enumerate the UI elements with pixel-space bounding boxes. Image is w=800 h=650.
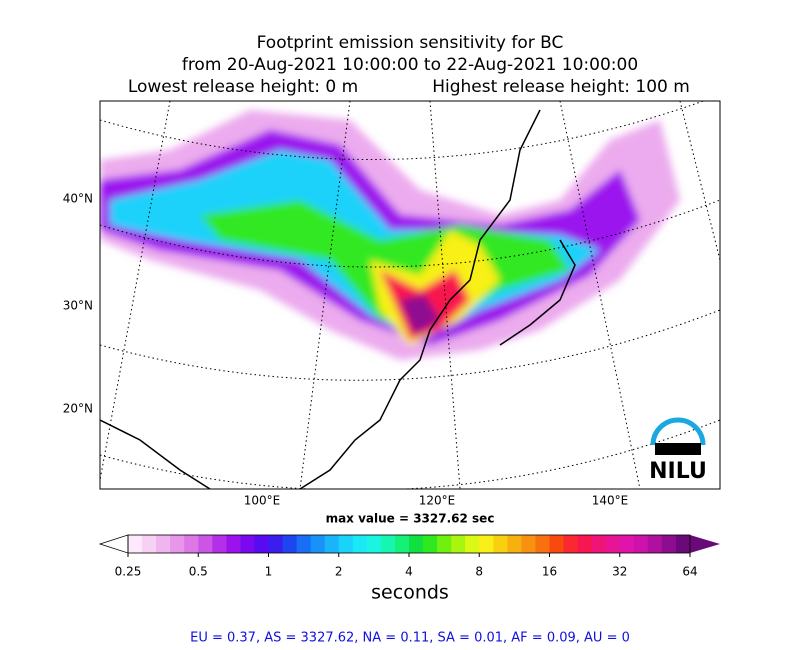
colorbar-segment — [352, 535, 368, 553]
title-line: from 20-Aug-2021 10:00:00 to 22-Aug-2021… — [182, 55, 638, 75]
colorbar-segment — [324, 535, 340, 553]
colorbar-segment — [661, 535, 677, 553]
lon-label: 140°E — [592, 494, 629, 508]
map: NILU — [100, 101, 720, 489]
colorbar-segment — [282, 535, 298, 553]
max-value: max value = 3327.62 sec — [326, 512, 495, 526]
colorbar-segment — [591, 535, 607, 553]
colorbar-tick-label: 8 — [475, 565, 483, 579]
colorbar-segment — [212, 535, 227, 553]
colorbar-segment — [423, 535, 438, 553]
colorbar-segment — [577, 535, 593, 553]
colorbar-tick-label: 16 — [542, 565, 557, 579]
colorbar-extend-high — [690, 535, 720, 553]
colorbar-segment — [619, 535, 635, 553]
map-frame — [99, 100, 721, 490]
colorbar-segment — [268, 535, 284, 553]
colorbar-segment — [675, 535, 691, 553]
colorbar: 0.25 0.5 1 2 4 8 16 32 64 — [98, 534, 720, 579]
colorbar-segment — [380, 535, 396, 553]
colorbar-tick-label: 2 — [335, 565, 343, 579]
colorbar-segment — [156, 535, 171, 553]
colorbar-tick-label: 64 — [682, 565, 697, 579]
coastline — [100, 109, 576, 489]
colorbar-label: seconds — [371, 582, 449, 604]
colorbar-segment — [184, 535, 199, 553]
colorbar-segment — [493, 535, 508, 553]
plume — [100, 110, 680, 360]
colorbar-segment — [647, 535, 663, 553]
logo-text: NILU — [649, 459, 707, 484]
lat-label: 20°N — [63, 402, 93, 416]
colorbar-tick-label: 0.5 — [189, 565, 208, 579]
colorbar-segment — [128, 535, 143, 553]
colorbar-segment — [605, 535, 621, 553]
colorbar-segment — [507, 535, 522, 553]
lon-label: 120°E — [419, 494, 456, 508]
colorbar-tick-label: 1 — [265, 565, 273, 579]
colorbar-segment — [366, 535, 382, 553]
title-line: Footprint emission sensitivity for BC — [257, 33, 564, 53]
lon-label: 100°E — [244, 494, 281, 508]
colorbar-segment — [198, 535, 213, 553]
graticule — [100, 101, 720, 489]
colorbar-segment — [254, 535, 269, 553]
colorbar-segment — [633, 535, 649, 553]
colorbar-segment — [240, 535, 255, 553]
colorbar-segment — [338, 535, 354, 553]
highest-height: Highest release height: 100 m — [432, 77, 690, 97]
colorbar-segment — [521, 535, 536, 553]
colorbar-segment — [409, 535, 424, 553]
colorbar-segment — [479, 535, 494, 553]
colorbar-tick-label: 32 — [612, 565, 627, 579]
colorbar-segment — [142, 535, 157, 553]
colorbar-segment — [549, 535, 565, 553]
colorbar-segment — [296, 535, 312, 553]
colorbar-segment — [310, 535, 326, 553]
lowest-height: Lowest release height: 0 m — [128, 77, 358, 97]
colorbar-extend-low — [98, 534, 129, 554]
colorbar-segment — [437, 535, 452, 553]
colorbar-segment — [394, 535, 410, 553]
colorbar-segment — [170, 535, 185, 553]
colorbar-tick-label: 4 — [405, 565, 413, 579]
colorbar-segment — [563, 535, 579, 553]
lat-label: 30°N — [63, 299, 93, 313]
colorbar-tick-label: 0.25 — [115, 565, 142, 579]
colorbar-segment — [451, 535, 466, 553]
footer: EU = 0.37, AS = 3327.62, NA = 0.11, SA =… — [190, 631, 630, 646]
colorbar-segment — [465, 535, 480, 553]
lat-label: 40°N — [63, 192, 93, 206]
colorbar-segment — [226, 535, 241, 553]
logo: NILU — [649, 417, 707, 484]
colorbar-segment — [535, 535, 550, 553]
